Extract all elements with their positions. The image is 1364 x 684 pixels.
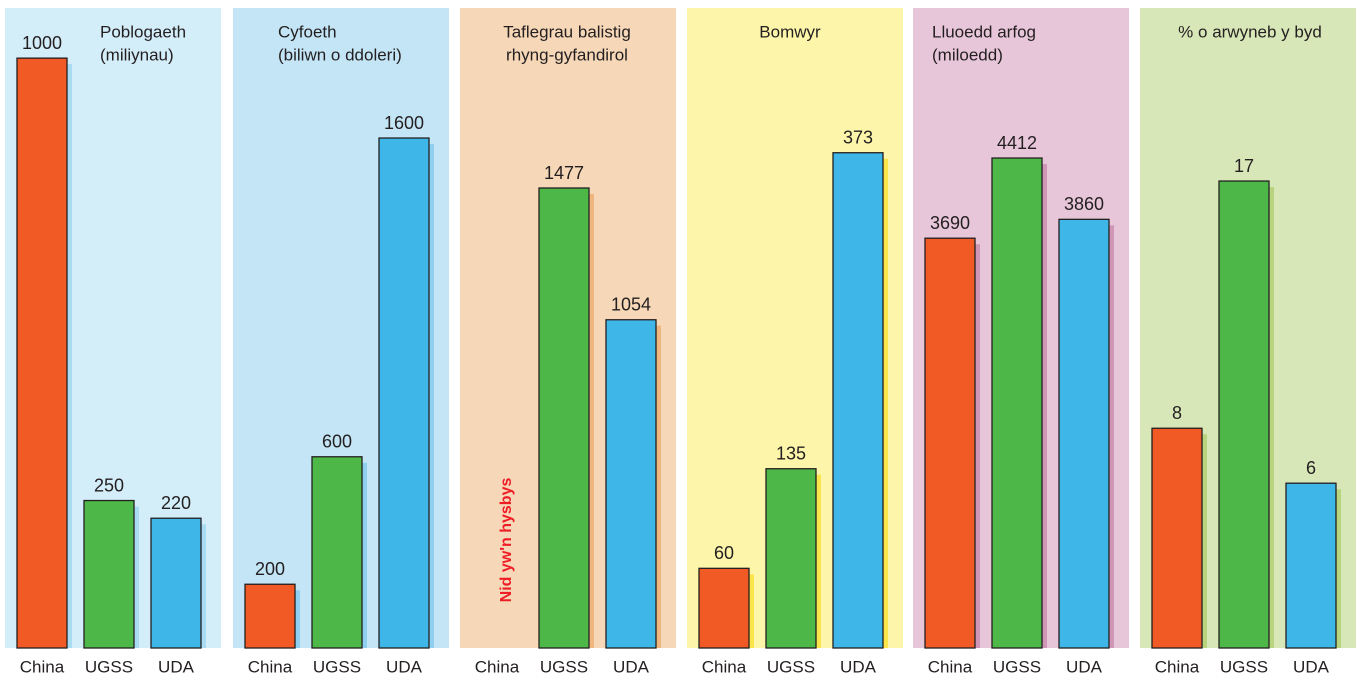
data-label: 373 (843, 127, 873, 147)
bar (698, 567, 750, 649)
panel: Lluoedd arfog (miloedd) China 3690 UGSS 4412 U… (913, 8, 1129, 676)
data-label: 1600 (384, 113, 424, 133)
panel-title: % o arwyneb y byd (1178, 22, 1322, 41)
x-tick-label: China (1155, 657, 1200, 676)
panel: % o arwyneb y byd China 8 UGSS 17 UDA 6 (1140, 8, 1356, 676)
panel-title: (miloedd) (932, 45, 1003, 64)
x-tick-label: UGSS (993, 657, 1041, 676)
x-tick-label: UDA (1293, 657, 1330, 676)
panel: Cyfoeth (biliwn o ddoleri) China 200 UGSS 600… (233, 8, 449, 676)
data-label: 200 (255, 559, 285, 579)
data-label: 220 (161, 493, 191, 513)
bar (244, 583, 296, 649)
x-tick-label: China (702, 657, 747, 676)
x-tick-label: UDA (613, 657, 650, 676)
x-tick-label: UDA (158, 657, 195, 676)
x-tick-label: UDA (386, 657, 423, 676)
x-tick-label: UDA (1066, 657, 1103, 676)
x-tick-label: UGSS (313, 657, 361, 676)
data-label: 3690 (930, 213, 970, 233)
data-label: 600 (322, 432, 352, 452)
panel-title: Cyfoeth (278, 22, 337, 41)
bar (378, 137, 430, 649)
panel-title: Taflegrau balistig (503, 22, 631, 41)
x-tick-label: China (928, 657, 973, 676)
panel-title: Poblogaeth (100, 22, 186, 41)
bar (1058, 218, 1110, 649)
bar (538, 187, 590, 649)
data-label: 1054 (611, 294, 651, 314)
bar (1151, 427, 1203, 649)
bar (16, 57, 68, 649)
bar (832, 152, 884, 649)
panel: Poblogaeth (miliynau) China 1000 UGSS 250 UDA 2… (5, 8, 221, 676)
data-label: 135 (776, 443, 806, 463)
annotation: Nid yw'n hysbys (498, 478, 515, 603)
x-tick-label: UDA (840, 657, 877, 676)
panel: Bomwyr China 60 UGSS 135 UDA 373 (687, 8, 903, 676)
x-tick-label: UGSS (540, 657, 588, 676)
panel: Taflegrau balistig rhyng-gyfandirol China U… (460, 8, 676, 676)
x-tick-label: UGSS (767, 657, 815, 676)
bar (83, 499, 135, 649)
data-label: 1000 (22, 33, 62, 53)
bar (991, 157, 1043, 649)
x-tick-label: China (475, 657, 520, 676)
data-label: 3860 (1064, 194, 1104, 214)
panel-title: Lluoedd arfog (932, 22, 1036, 41)
data-label: 8 (1172, 403, 1182, 423)
bar (765, 468, 817, 649)
panel-title: rhyng-gyfandirol (506, 45, 628, 64)
data-label: 60 (714, 543, 734, 563)
bar (1218, 180, 1270, 649)
bar (605, 319, 657, 649)
bar (1285, 482, 1337, 649)
x-tick-label: China (20, 657, 65, 676)
data-label: 1477 (544, 163, 584, 183)
bar (311, 456, 363, 649)
x-tick-label: China (248, 657, 293, 676)
x-tick-label: UGSS (85, 657, 133, 676)
x-tick-label: UGSS (1220, 657, 1268, 676)
panel-title: (miliynau) (100, 45, 174, 64)
bar (150, 517, 202, 649)
data-label: 250 (94, 475, 124, 495)
panel-title: (biliwn o ddoleri) (278, 45, 402, 64)
panel-title: Bomwyr (759, 22, 821, 41)
data-label: 4412 (997, 133, 1037, 153)
data-label: 6 (1306, 458, 1316, 478)
data-label: 17 (1234, 156, 1254, 176)
bar (924, 237, 976, 649)
